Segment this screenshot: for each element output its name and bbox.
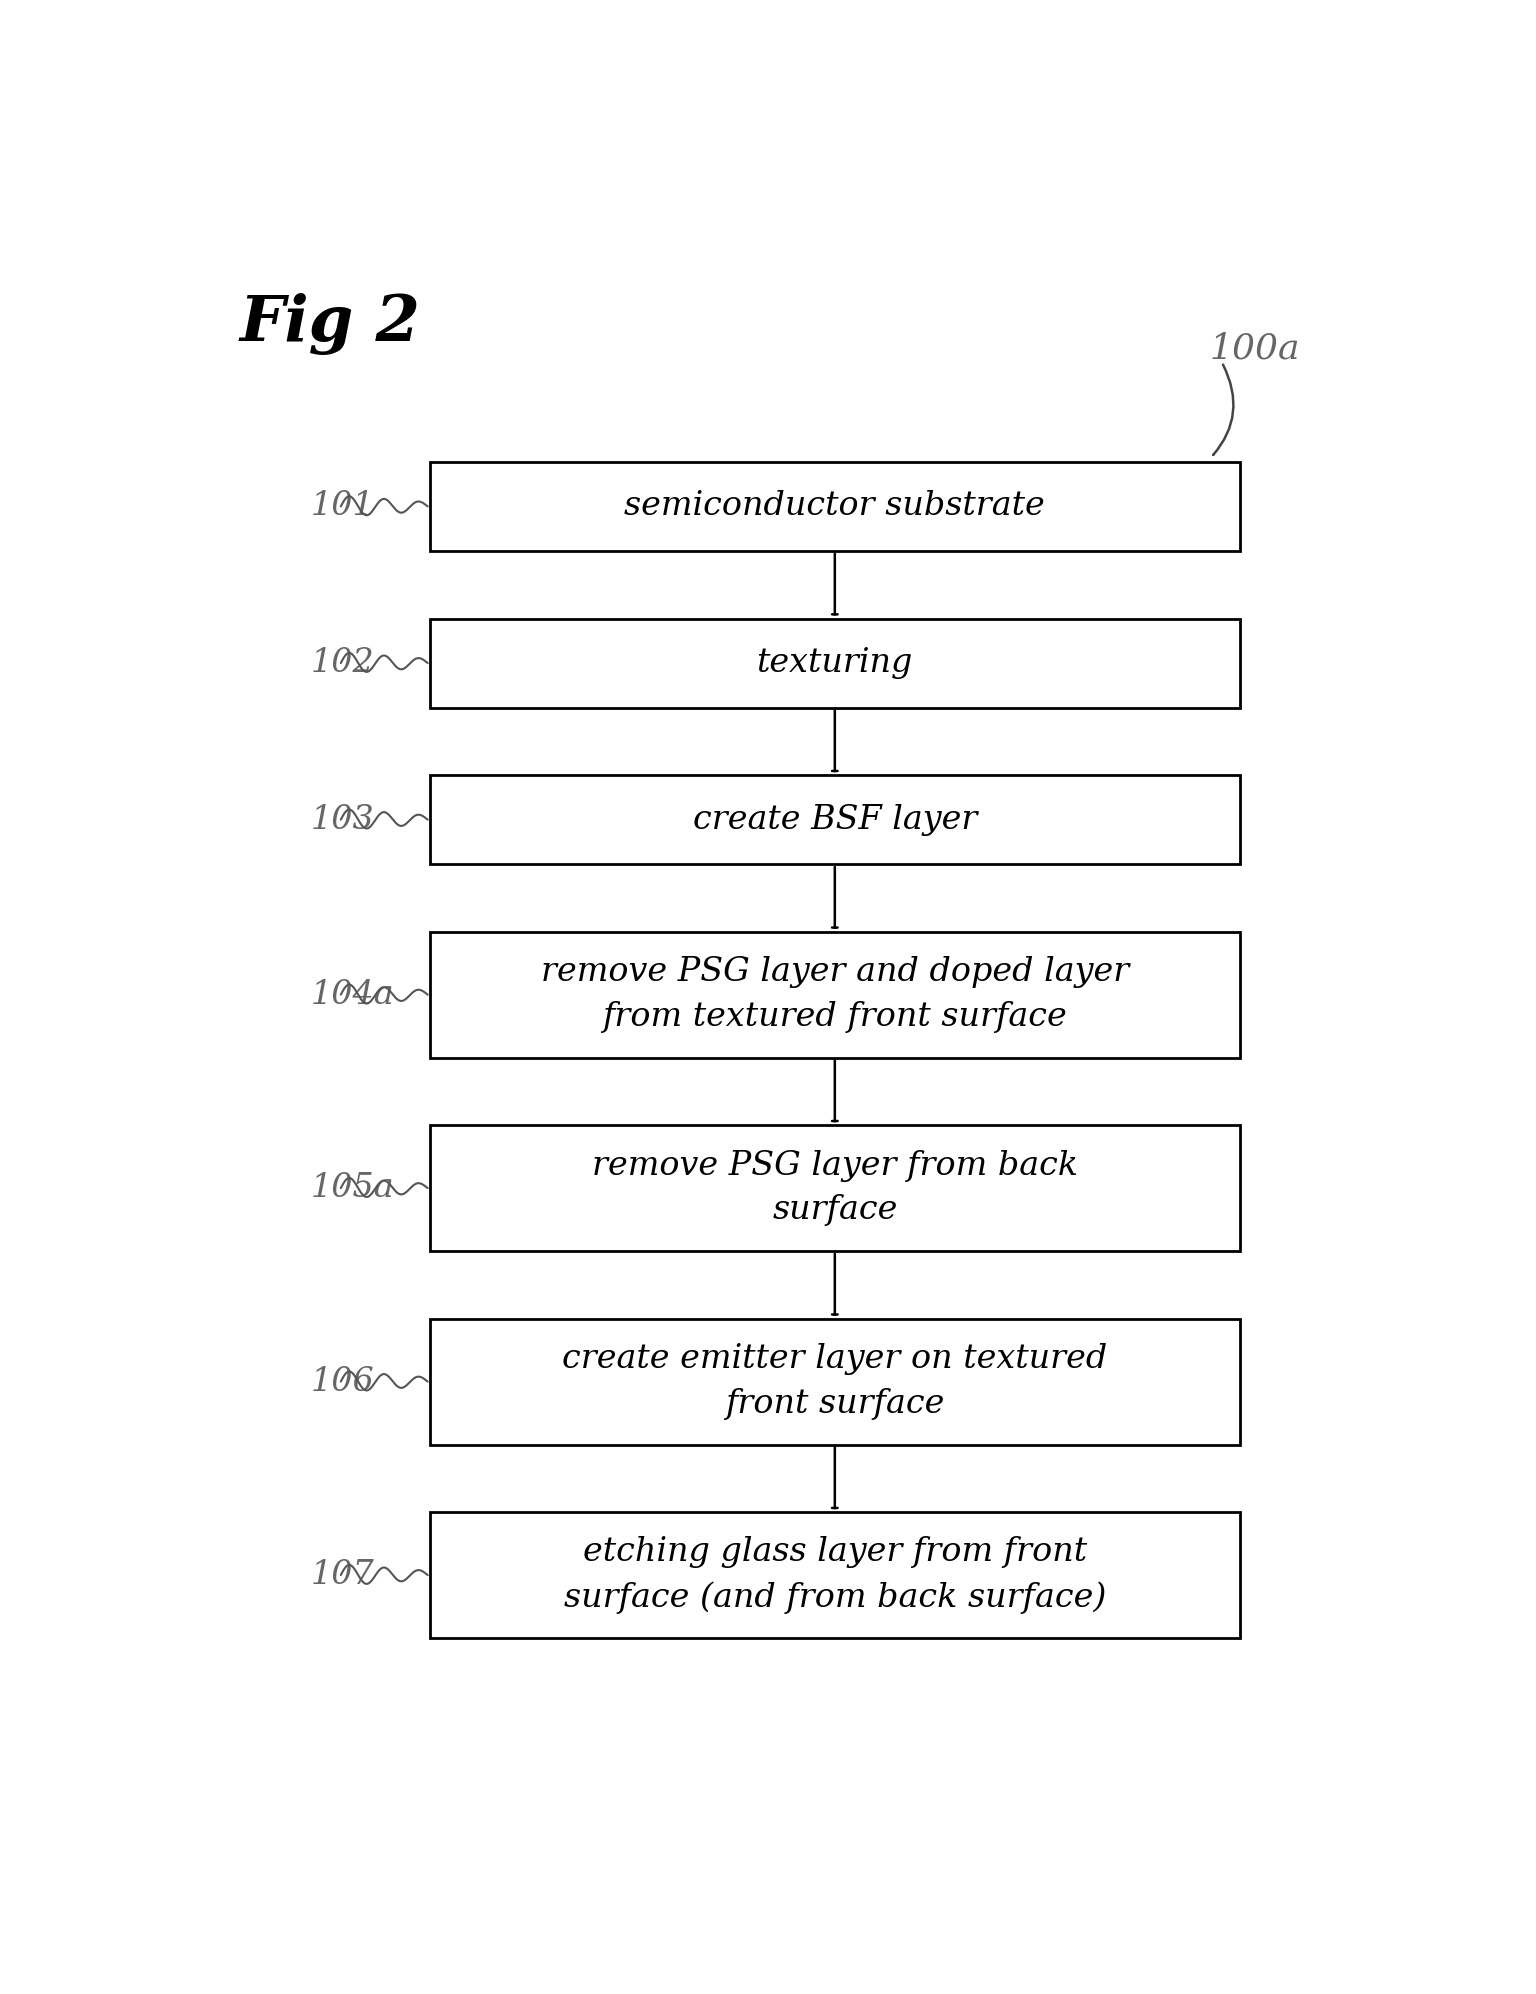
Text: etching glass layer from front
surface (and from back surface): etching glass layer from front surface (… [564, 1535, 1106, 1613]
FancyBboxPatch shape [430, 1511, 1240, 1637]
FancyBboxPatch shape [430, 776, 1240, 863]
Text: create BSF layer: create BSF layer [693, 804, 977, 835]
Text: 105a: 105a [310, 1172, 395, 1204]
FancyBboxPatch shape [430, 1318, 1240, 1444]
Text: remove PSG layer from back
surface: remove PSG layer from back surface [591, 1151, 1078, 1226]
FancyBboxPatch shape [430, 618, 1240, 708]
Text: 107: 107 [310, 1559, 375, 1591]
Text: remove PSG layer and doped layer
from textured front surface: remove PSG layer and doped layer from te… [541, 957, 1129, 1033]
Text: semiconductor substrate: semiconductor substrate [625, 491, 1044, 522]
Text: 104a: 104a [310, 979, 395, 1011]
Text: texturing: texturing [757, 646, 912, 680]
FancyBboxPatch shape [430, 931, 1240, 1057]
Text: create emitter layer on textured
front surface: create emitter layer on textured front s… [562, 1344, 1107, 1420]
Text: 103: 103 [310, 804, 375, 835]
FancyArrowPatch shape [1213, 365, 1233, 455]
FancyBboxPatch shape [430, 1125, 1240, 1250]
Text: Fig 2: Fig 2 [240, 293, 421, 355]
Text: 100a: 100a [1210, 331, 1301, 365]
Text: 106: 106 [310, 1366, 375, 1398]
FancyBboxPatch shape [430, 463, 1240, 550]
Text: 102: 102 [310, 646, 375, 680]
Text: 101: 101 [310, 491, 375, 522]
